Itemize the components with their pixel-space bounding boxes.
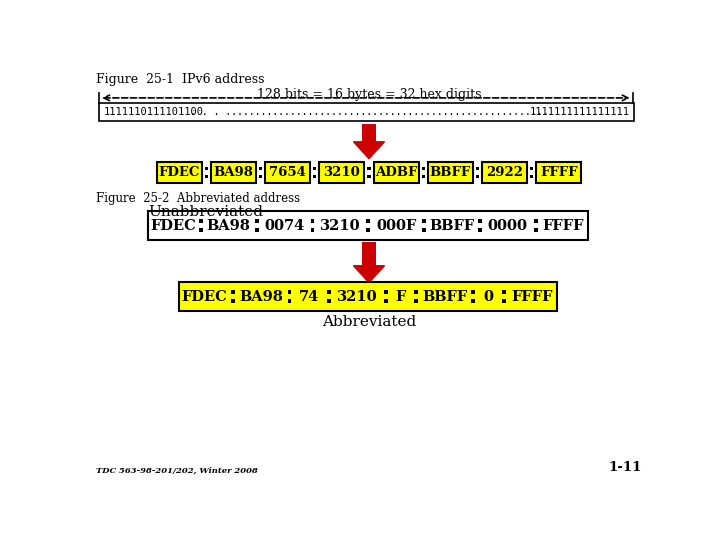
Bar xyxy=(259,167,262,170)
Text: 000F: 000F xyxy=(376,219,416,233)
Text: ADBF: ADBF xyxy=(375,166,418,179)
Text: 3210: 3210 xyxy=(323,166,360,179)
Bar xyxy=(502,299,505,303)
Bar xyxy=(211,162,256,184)
Bar xyxy=(482,162,527,184)
Text: F: F xyxy=(396,289,406,303)
Bar xyxy=(230,299,235,303)
Text: FDEC: FDEC xyxy=(181,289,228,303)
Bar xyxy=(310,219,315,223)
Polygon shape xyxy=(354,266,384,283)
Bar xyxy=(320,162,364,184)
Bar xyxy=(255,228,258,232)
Polygon shape xyxy=(354,142,384,159)
Bar xyxy=(384,290,387,294)
Bar xyxy=(422,228,426,232)
Bar xyxy=(265,162,310,184)
Text: FFFF: FFFF xyxy=(511,289,553,303)
Bar xyxy=(157,162,202,184)
Bar xyxy=(259,175,262,178)
Bar xyxy=(327,290,330,294)
Text: BA98: BA98 xyxy=(213,166,253,179)
Bar xyxy=(327,299,330,303)
Bar xyxy=(287,299,292,303)
Text: BBFF: BBFF xyxy=(422,289,467,303)
Bar xyxy=(384,299,387,303)
Text: TDC 563-98-201/202, Winter 2008: TDC 563-98-201/202, Winter 2008 xyxy=(96,467,258,475)
Bar xyxy=(367,175,371,178)
Bar xyxy=(199,228,203,232)
Bar xyxy=(422,175,425,178)
Bar xyxy=(534,228,538,232)
Bar xyxy=(204,175,208,178)
Bar xyxy=(362,242,376,266)
Bar xyxy=(422,167,425,170)
Text: BA98: BA98 xyxy=(207,219,251,233)
Bar xyxy=(476,175,479,178)
Bar xyxy=(99,103,634,121)
Bar xyxy=(471,290,475,294)
Bar xyxy=(199,219,203,223)
Bar xyxy=(310,228,315,232)
Text: Figure  25-2  Abbreviated address: Figure 25-2 Abbreviated address xyxy=(96,192,300,205)
Bar xyxy=(313,175,316,178)
Text: 0000: 0000 xyxy=(487,219,528,233)
Text: FFFF: FFFF xyxy=(543,219,584,233)
Text: 74: 74 xyxy=(299,289,319,303)
Text: Abbreviated: Abbreviated xyxy=(322,315,416,329)
Text: 0074: 0074 xyxy=(264,219,305,233)
Bar xyxy=(255,219,258,223)
Bar xyxy=(502,290,505,294)
Text: FDEC: FDEC xyxy=(158,166,200,179)
Bar xyxy=(471,299,475,303)
Bar xyxy=(179,282,557,311)
Bar xyxy=(478,219,482,223)
Bar xyxy=(428,162,473,184)
Text: 3210: 3210 xyxy=(320,219,361,233)
Text: BA98: BA98 xyxy=(239,289,283,303)
Text: 0: 0 xyxy=(483,289,493,303)
Text: 3210: 3210 xyxy=(337,289,377,303)
Bar xyxy=(366,228,370,232)
Bar xyxy=(415,299,418,303)
Bar xyxy=(366,219,370,223)
Bar xyxy=(287,290,292,294)
Text: BBFF: BBFF xyxy=(429,219,474,233)
Text: FDEC: FDEC xyxy=(150,219,196,233)
Text: 128 bits = 16 bytes = 32 hex digits: 128 bits = 16 bytes = 32 hex digits xyxy=(257,88,481,101)
Text: BBFF: BBFF xyxy=(430,166,471,179)
Bar xyxy=(536,162,581,184)
Text: 7654: 7654 xyxy=(269,166,306,179)
Bar xyxy=(374,162,418,184)
Bar xyxy=(415,290,418,294)
Bar xyxy=(362,124,376,142)
Text: 1111111111111111: 1111111111111111 xyxy=(529,107,629,117)
Bar xyxy=(530,175,534,178)
Bar xyxy=(478,228,482,232)
Text: 1111110111101100: 1111110111101100 xyxy=(104,107,204,117)
Text: FFFF: FFFF xyxy=(540,166,577,179)
Bar xyxy=(534,219,538,223)
Bar xyxy=(422,219,426,223)
Bar xyxy=(204,167,208,170)
Bar xyxy=(230,290,235,294)
Bar xyxy=(313,167,316,170)
Bar xyxy=(148,211,588,240)
Text: 2922: 2922 xyxy=(486,166,523,179)
Text: . . . .......................................................: . . . ..................................… xyxy=(190,107,548,117)
Bar xyxy=(367,167,371,170)
Bar xyxy=(476,167,479,170)
Bar xyxy=(530,167,534,170)
Text: 1-11: 1-11 xyxy=(608,462,642,475)
Text: Unabbreviated: Unabbreviated xyxy=(148,205,263,219)
Text: Figure  25-1  IPv6 address: Figure 25-1 IPv6 address xyxy=(96,72,265,85)
